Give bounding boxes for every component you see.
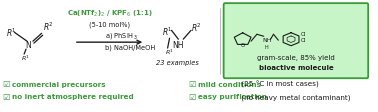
Text: Cl: Cl xyxy=(301,37,307,42)
Text: a) PhSiH$_3$: a) PhSiH$_3$ xyxy=(105,31,137,41)
Text: N: N xyxy=(25,40,31,49)
Text: mild conditions: mild conditions xyxy=(198,81,261,87)
Text: R$^{2}$: R$^{2}$ xyxy=(191,21,201,33)
Text: ☑: ☑ xyxy=(188,79,195,88)
Text: O: O xyxy=(240,43,245,48)
Text: R$^{1}$: R$^{1}$ xyxy=(165,47,174,56)
Text: NH: NH xyxy=(262,37,271,42)
Text: easy purification: easy purification xyxy=(198,94,267,100)
Text: (no heavy metal contaminant): (no heavy metal contaminant) xyxy=(239,93,350,100)
Text: (25 °C in most cases): (25 °C in most cases) xyxy=(239,80,319,87)
Text: Cl: Cl xyxy=(301,31,307,36)
Text: NH: NH xyxy=(173,40,184,49)
Text: R$^{1}$: R$^{1}$ xyxy=(21,53,30,62)
Text: 23 examples: 23 examples xyxy=(156,59,199,65)
Text: (5-10 mol%): (5-10 mol%) xyxy=(89,21,130,27)
Text: ☑: ☑ xyxy=(3,79,10,88)
Text: ☑: ☑ xyxy=(3,92,10,101)
Text: b) NaOH/MeOH: b) NaOH/MeOH xyxy=(105,44,155,51)
FancyBboxPatch shape xyxy=(224,4,368,79)
Text: bioactive molecule: bioactive molecule xyxy=(259,64,333,70)
Text: ☑: ☑ xyxy=(188,92,195,101)
Text: commercial precursors: commercial precursors xyxy=(12,81,106,87)
Text: H: H xyxy=(265,44,268,49)
Text: R$^{1}$: R$^{1}$ xyxy=(162,25,172,37)
Text: no inert atmosphere required: no inert atmosphere required xyxy=(12,94,134,100)
Text: Ca(NTf$_2$)$_2$ / KPF$_6$ (1:1): Ca(NTf$_2$)$_2$ / KPF$_6$ (1:1) xyxy=(67,8,152,18)
Text: gram-scale, 85% yield: gram-scale, 85% yield xyxy=(257,55,335,60)
Text: R$^{1}$: R$^{1}$ xyxy=(6,27,16,39)
Text: R$^{2}$: R$^{2}$ xyxy=(43,21,53,33)
